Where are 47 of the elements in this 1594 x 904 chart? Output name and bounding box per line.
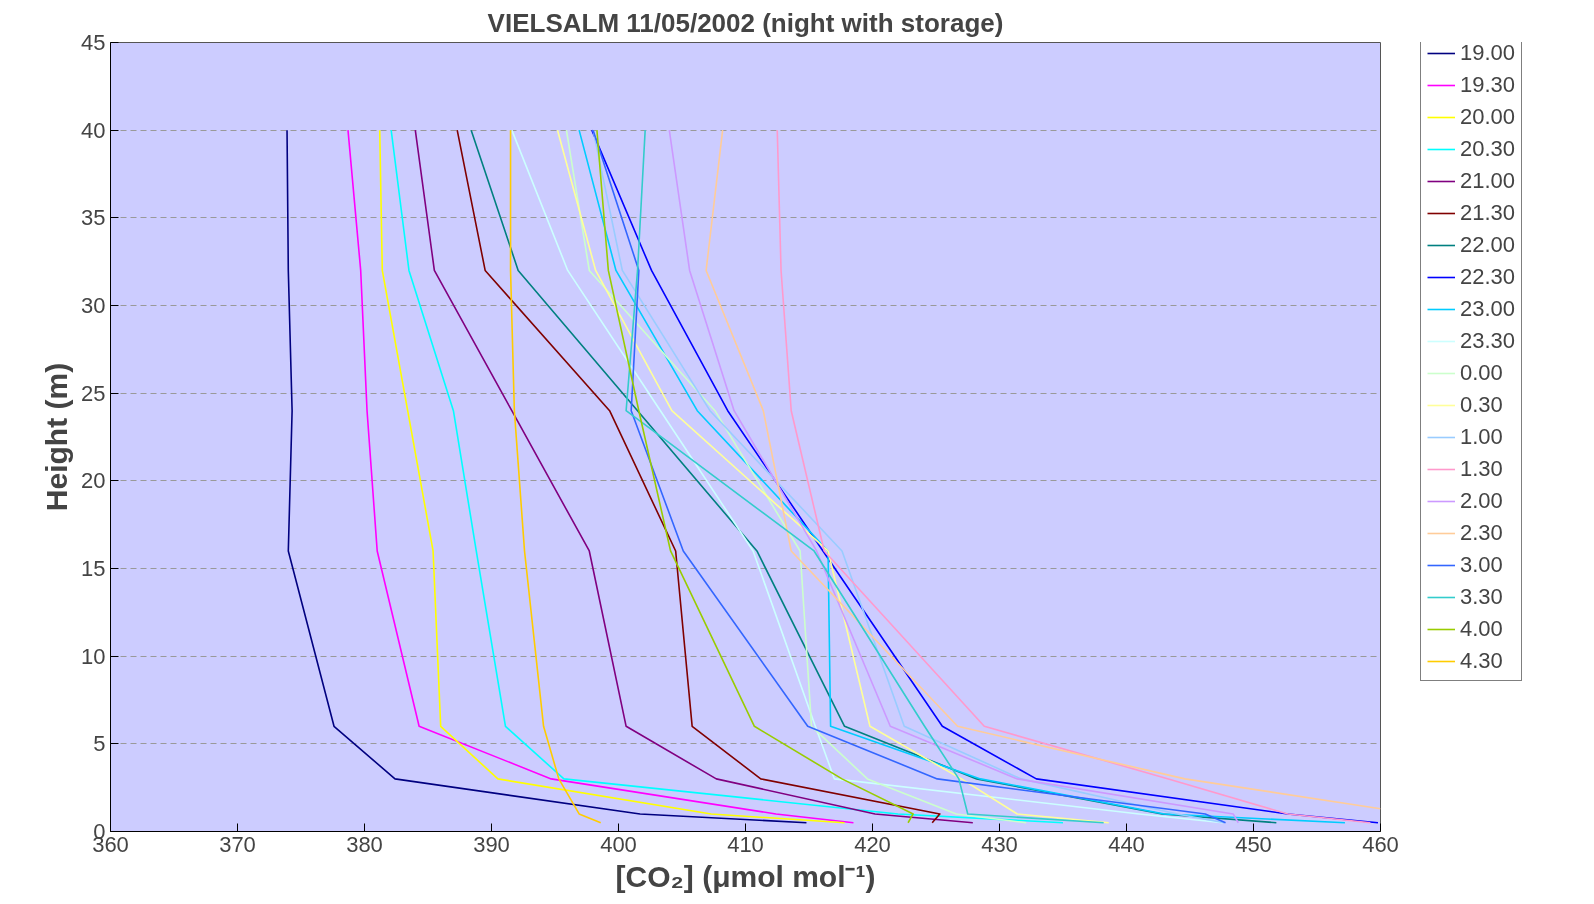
- legend-label: 0.30: [1460, 392, 1503, 418]
- legend-label: 21.30: [1460, 200, 1516, 226]
- x-tick-label: 440: [1108, 831, 1145, 857]
- y-tick-label: 10: [81, 643, 106, 669]
- x-axis-title: [CO₂] (μmol mol⁻¹): [615, 859, 876, 893]
- legend-label: 2.00: [1460, 488, 1503, 514]
- legend-label: 0.00: [1460, 360, 1503, 386]
- y-axis-title: Height (m): [40, 362, 74, 512]
- y-tick-label: 25: [81, 380, 106, 406]
- x-tick-label: 410: [727, 831, 764, 857]
- x-tick-label: 380: [346, 831, 383, 857]
- line-series: [565, 129, 1027, 824]
- x-tick-label: 400: [600, 831, 637, 857]
- y-tick-label: 45: [81, 30, 106, 55]
- legend-label: 3.30: [1460, 584, 1503, 610]
- x-tick-label: 430: [981, 831, 1018, 857]
- legend-label: 1.30: [1460, 456, 1503, 482]
- y-tick-label: 15: [81, 556, 106, 581]
- legend-label: 4.30: [1460, 648, 1503, 674]
- legend-label: 20.30: [1460, 136, 1516, 162]
- legend-label: 20.00: [1460, 104, 1516, 130]
- legend-label: 23.00: [1460, 296, 1516, 322]
- legend-label: 1.00: [1460, 424, 1503, 450]
- line-series: [390, 129, 1064, 824]
- y-tick-label: 30: [81, 293, 106, 318]
- line-series: [286, 129, 808, 824]
- y-tick-label: 35: [81, 205, 106, 231]
- y-tick-label: 20: [81, 468, 106, 494]
- line-series: [596, 129, 914, 824]
- x-tick-label: 460: [1362, 831, 1399, 857]
- legend-label: 22.00: [1460, 232, 1516, 258]
- legend-label: 23.30: [1460, 328, 1516, 354]
- chart-title: VIELSALM 11/05/2002 (night with storage): [487, 7, 1004, 38]
- legend-label: 19.30: [1460, 72, 1516, 98]
- line-series: [509, 129, 602, 824]
- x-tick-label: 450: [1235, 831, 1272, 857]
- legend-label: 3.00: [1460, 552, 1503, 578]
- x-tick-label: 370: [219, 831, 256, 857]
- y-tick-label: 5: [93, 731, 106, 757]
- legend-label: 19.00: [1460, 41, 1516, 66]
- legend-label: 4.00: [1460, 616, 1503, 642]
- legend-label: 2.30: [1460, 520, 1503, 546]
- x-tick-label: 420: [854, 831, 891, 857]
- x-tick-label: 390: [473, 831, 510, 857]
- legend-label: 21.00: [1460, 168, 1516, 194]
- y-tick-label: 40: [81, 117, 106, 143]
- legend-label: 22.30: [1460, 264, 1516, 290]
